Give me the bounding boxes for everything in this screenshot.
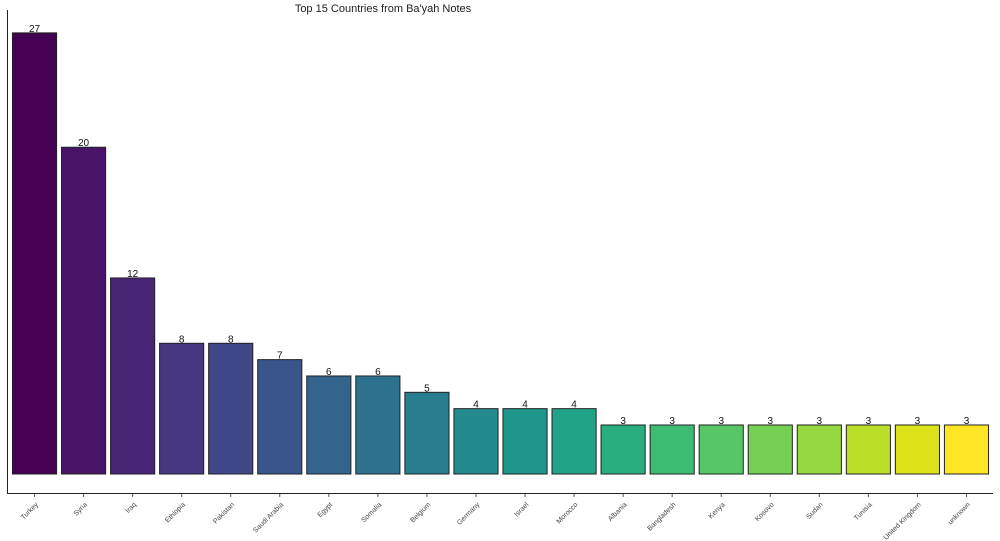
x-tick-label: Saudi Arabia [252, 501, 285, 534]
value-label: 3 [915, 416, 921, 427]
bar-sudan [796, 424, 842, 475]
value-label: 3 [866, 416, 872, 427]
x-tick-label: United Kingdom [883, 501, 923, 541]
x-tick-label: Ethiopia [164, 501, 187, 524]
bar-saudi-arabia [257, 359, 303, 475]
tick-marks-group [34, 494, 967, 497]
value-label: 20 [78, 138, 90, 149]
bar-kenya [698, 424, 744, 475]
value-label: 5 [424, 383, 430, 394]
value-label: 4 [571, 400, 577, 411]
value-label: 8 [179, 334, 185, 345]
bar-albania [600, 424, 646, 475]
bar-iraq [110, 277, 156, 475]
bar-morocco [551, 408, 597, 475]
bar-unknown [943, 424, 990, 475]
x-tick-label: Pakistan [212, 501, 236, 525]
chart-title: Top 15 Countries from Ba'yah Notes [294, 3, 472, 15]
x-tick-label: Kosovo [754, 501, 776, 523]
bar-syria [61, 146, 107, 475]
x-tick-label: Morocco [556, 501, 580, 525]
x-tick-label: unknown [947, 501, 972, 526]
x-tick-label: Tunisia [853, 501, 874, 522]
value-label: 6 [375, 367, 381, 378]
bar-tunisia [845, 424, 891, 475]
bars-group [11, 32, 990, 475]
x-tick-label: Albania [607, 501, 629, 523]
value-labels-group: 27 20 12 8 8 7 6 6 5 4 4 4 3 3 3 3 3 3 3 3 [29, 24, 970, 427]
bar-somalia [355, 375, 401, 475]
x-tick-label: Somalia [360, 501, 383, 524]
value-label: 3 [718, 416, 724, 427]
x-tick-label: Belgium [409, 501, 432, 524]
x-tick-label: Syria [73, 501, 89, 517]
x-tick-label: Israel [513, 501, 530, 518]
bar-bangladesh [649, 424, 695, 475]
x-tick-label: Egypt [317, 501, 335, 519]
x-tick-label: Sudan [805, 501, 824, 520]
value-label: 27 [29, 24, 41, 35]
value-label: 8 [228, 334, 234, 345]
value-label: 3 [964, 416, 970, 427]
value-label: 3 [620, 416, 626, 427]
value-label: 3 [767, 416, 773, 427]
bar-egypt [306, 375, 352, 475]
value-label: 12 [127, 269, 139, 280]
bar-pakistan [208, 342, 254, 475]
x-tick-label: Kenya [708, 501, 727, 520]
bar-germany [453, 408, 499, 475]
value-label: 4 [473, 400, 479, 411]
bar-belgium [404, 391, 450, 475]
bar-israel [502, 408, 548, 475]
bar-kosovo [747, 424, 793, 475]
x-tick-label: Germany [456, 501, 482, 527]
bar-ethiopia [159, 342, 205, 475]
value-label: 7 [277, 351, 283, 362]
value-label: 6 [326, 367, 332, 378]
x-tick-label: Iraq [125, 501, 139, 515]
value-label: 4 [522, 400, 528, 411]
x-tick-label: Turkey [20, 501, 40, 521]
value-label: 3 [817, 416, 823, 427]
x-tick-label: Bangladesh [646, 501, 677, 532]
bar-turkey [11, 32, 58, 475]
bar-united-kingdom [894, 424, 940, 475]
value-label: 3 [669, 416, 675, 427]
tick-labels-group: Turkey Syria Iraq Ethiopia Pakistan Saudi Ara… [20, 501, 972, 541]
